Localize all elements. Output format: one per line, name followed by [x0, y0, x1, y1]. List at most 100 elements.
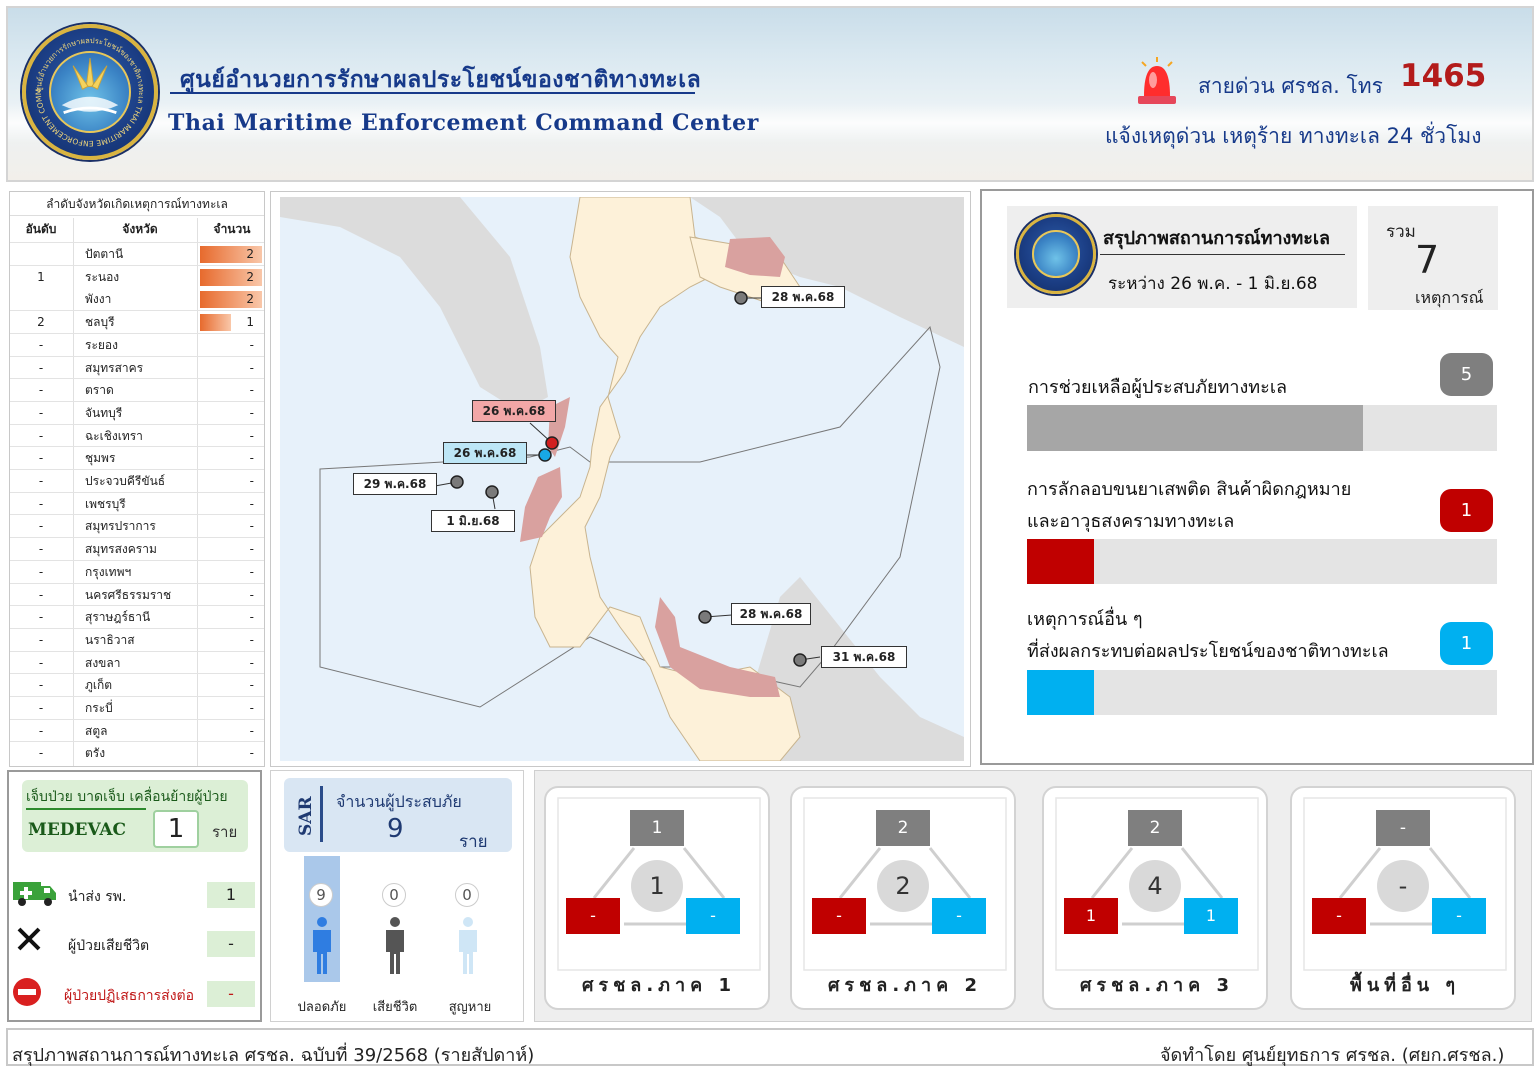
- region-card[interactable]: 2 1 1 4 ศรชล.ภาค 3: [1042, 786, 1268, 1010]
- category-other-bar: [1027, 670, 1095, 715]
- ranking-row: - ระยอง -: [10, 332, 264, 356]
- ranking-rank: -: [38, 383, 44, 398]
- region-triangle: [803, 797, 1007, 971]
- ranking-province: นราธิวาส: [85, 632, 135, 647]
- region-red-count: 1: [1064, 898, 1118, 934]
- ranking-rank: -: [38, 655, 44, 670]
- hotline-number[interactable]: 1465: [1400, 58, 1487, 94]
- map-marker: [485, 485, 499, 499]
- province-ranking-table: ลำดับจังหวัดเกิดเหตุการณ์ทางทะเล อันดับ …: [9, 191, 265, 767]
- medevac-header: [22, 780, 248, 852]
- map-label-event[interactable]: 28 พ.ค.68: [761, 286, 845, 308]
- map-label-event[interactable]: 29 พ.ค.68: [353, 473, 437, 495]
- region-total-events: 2: [876, 810, 930, 846]
- sar-missing-value: 0: [455, 883, 479, 907]
- ranking-count: -: [200, 561, 264, 583]
- ranking-count-value: -: [249, 428, 254, 443]
- region-blue-count: -: [932, 898, 986, 934]
- region-blue-count: -: [686, 898, 740, 934]
- medevac-deceased-value: -: [207, 931, 255, 957]
- region-card[interactable]: 2- -2 ศรชล.ภาค 2: [790, 786, 1016, 1010]
- ranking-rank: 1: [37, 269, 45, 284]
- ranking-row: - สตูล -: [10, 718, 264, 742]
- map-label-event[interactable]: 26 พ.ค.68: [443, 442, 527, 464]
- ranking-rank: -: [38, 610, 44, 625]
- ranking-rank: -: [38, 474, 44, 488]
- sar-missing-label: สูญหาย: [448, 1000, 492, 1015]
- ranking-province: สมุทรสาคร: [85, 360, 144, 375]
- region-triangle: [557, 797, 761, 971]
- ranking-rank: -: [38, 542, 44, 557]
- category-smuggling-label-line2: และอาวุธสงครามทางทะเล: [1027, 511, 1235, 532]
- svg-text:ศูนย์อำนวยการรักษาผลประโยชน์ขอ: ศูนย์อำนวยการรักษาผลประโยชน์ของชาติทางทะ…: [26, 28, 146, 148]
- medevac-title: เจ็บป่วย บาดเจ็บ เคลื่อนย้ายผู้ป่วย: [26, 789, 228, 805]
- total-label: รวม: [1386, 222, 1416, 242]
- header-banner: [6, 6, 1534, 182]
- medevac-hospital-value: 1: [207, 882, 255, 908]
- footer-credit: จัดทำโดย ศูนย์ยุทธการ ศรชล. (ศยก.ศรชล.): [1160, 1045, 1505, 1066]
- region-blue-count: 1: [1184, 898, 1238, 934]
- category-other-count: 1: [1440, 622, 1493, 665]
- region-name: ศรชล.ภาค 2: [828, 975, 982, 996]
- summary-logo: [1016, 214, 1096, 294]
- sar-title: จำนวนผู้ประสบภัย: [336, 792, 462, 811]
- map-label-event[interactable]: 1 มิ.ย.68: [431, 510, 515, 532]
- region-red-count: -: [1312, 898, 1366, 934]
- category-rescue-label: การช่วยเหลือผู้ประสบภัยทางทะเล: [1028, 377, 1288, 398]
- ranking-count-value: -: [249, 746, 254, 761]
- medevac-title-underline: [26, 808, 146, 810]
- ranking-province: ตราด: [85, 383, 114, 398]
- total-value: 7: [1415, 238, 1440, 282]
- ranking-count-value: -: [249, 360, 254, 375]
- ranking-count-value: -: [249, 678, 254, 693]
- ranking-province: ชุมพร: [85, 451, 116, 466]
- sar-safe-value: 9: [309, 883, 333, 907]
- region-total-events: 1: [630, 810, 684, 846]
- category-other-label-line2: ที่ส่งผลกระทบต่อผลประโยชน์ของชาติทางทะเล: [1027, 641, 1389, 662]
- ranking-count: -: [200, 538, 264, 560]
- ranking-row: - ประจวบคีรีขันธ์ -: [10, 469, 264, 492]
- ranking-count: -: [200, 674, 264, 696]
- ranking-row: - ฉะเชิงเทรา -: [10, 423, 264, 447]
- thai-mecc-logo: ศูนย์อำนวยการรักษาผลประโยชน์ของชาติทางทะ…: [22, 24, 158, 160]
- sar-divider: [320, 786, 323, 842]
- ranking-row: - สมุทรสาคร -: [10, 355, 264, 379]
- ranking-count: -: [200, 447, 264, 469]
- ranking-rank: -: [38, 701, 44, 715]
- sar-unit: ราย: [459, 832, 488, 852]
- ranking-count: -: [200, 606, 264, 628]
- category-smuggling-bar: [1027, 539, 1095, 584]
- ranking-count-bar: [200, 268, 262, 286]
- ranking-count-value: -: [249, 610, 254, 625]
- ranking-row: - จันทบุรี -: [10, 400, 264, 424]
- ranking-rank: -: [38, 496, 44, 511]
- ranking-rank: -: [38, 451, 44, 466]
- ranking-count-bar: [200, 314, 231, 332]
- person-missing-icon: [459, 917, 477, 974]
- ranking-province: นครศรีธรรมราช: [85, 587, 172, 602]
- col-province-header: จังหวัด: [122, 222, 158, 236]
- map-label-event[interactable]: 31 พ.ค.68: [821, 646, 907, 668]
- region-card[interactable]: 1- -1 ศรชล.ภาค 1: [544, 786, 770, 1010]
- ranking-count-value: -: [249, 632, 254, 647]
- ranking-count: -: [200, 742, 264, 764]
- ranking-rank: -: [38, 405, 44, 420]
- ranking-row: - เพชรบุรี -: [10, 491, 264, 515]
- ranking-count: -: [200, 334, 264, 356]
- category-smuggling-count: 1: [1440, 489, 1493, 532]
- ranking-province: สมุทรปราการ: [85, 519, 156, 534]
- ranking-count: -: [200, 402, 264, 424]
- map-label-event[interactable]: 28 พ.ค.68: [731, 603, 811, 625]
- ranking-row: - ตรัง -: [10, 741, 264, 764]
- ranking-count: -: [200, 584, 264, 606]
- ranking-count: -: [200, 515, 264, 537]
- ranking-province: สุราษฎร์ธานี: [85, 610, 151, 625]
- region-card[interactable]: - - - - พื้นที่อื่น ๆ: [1290, 786, 1516, 1010]
- ranking-province: ตรัง: [85, 746, 106, 761]
- ranking-row: - ภูเก็ต -: [10, 673, 264, 696]
- ranking-count-value: -: [249, 451, 254, 466]
- map-marker: [450, 475, 464, 489]
- ranking-rank: -: [38, 678, 44, 693]
- map-label-event[interactable]: 26 พ.ค.68: [472, 400, 556, 422]
- ranking-province: จันทบุรี: [85, 405, 123, 420]
